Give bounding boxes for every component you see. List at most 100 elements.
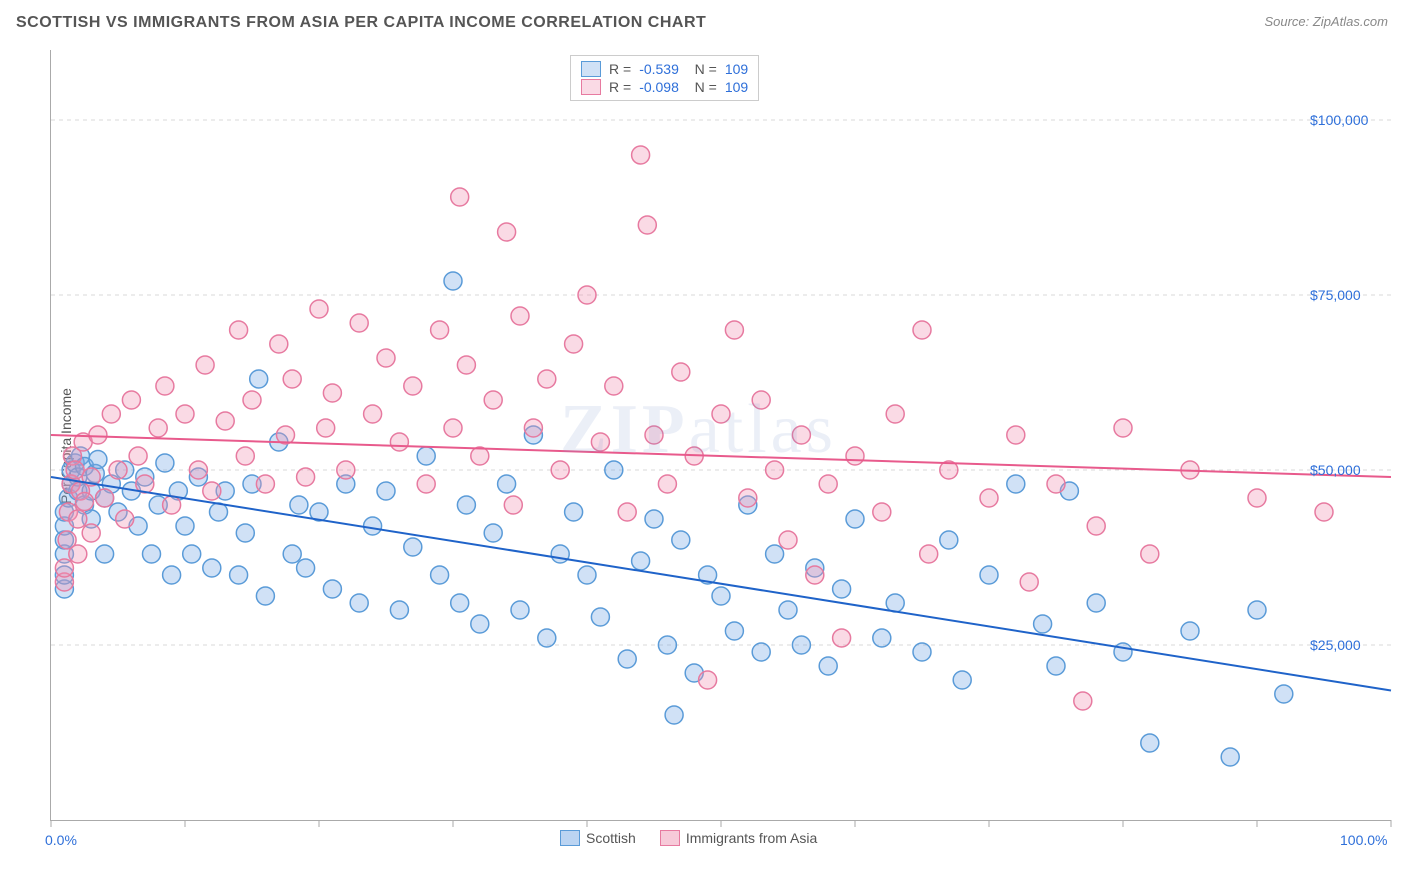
trend-line <box>51 477 1391 691</box>
data-point <box>163 496 181 514</box>
data-point <box>1007 426 1025 444</box>
data-point <box>484 391 502 409</box>
data-point <box>591 608 609 626</box>
data-point <box>404 377 422 395</box>
stat-r-value: -0.539 <box>639 61 679 77</box>
data-point <box>980 566 998 584</box>
data-point <box>89 426 107 444</box>
data-point <box>350 594 368 612</box>
data-point <box>980 489 998 507</box>
data-point <box>538 370 556 388</box>
data-point <box>792 426 810 444</box>
source-label: Source: <box>1264 14 1312 29</box>
data-point <box>66 461 84 479</box>
stat-r-label: R = <box>609 61 631 77</box>
data-point <box>96 489 114 507</box>
data-point <box>102 405 120 423</box>
y-tick-label: $100,000 <box>1310 112 1368 128</box>
data-point <box>55 559 73 577</box>
data-point <box>457 356 475 374</box>
series-swatch <box>581 79 601 95</box>
data-point <box>451 188 469 206</box>
data-point <box>256 587 274 605</box>
stat-n-value: 109 <box>725 79 748 95</box>
stat-n-label: N = <box>687 61 717 77</box>
data-point <box>116 510 134 528</box>
data-point <box>1007 475 1025 493</box>
chart-title: SCOTTISH VS IMMIGRANTS FROM ASIA PER CAP… <box>16 14 706 32</box>
data-point <box>511 601 529 619</box>
data-point <box>149 419 167 437</box>
data-point <box>886 594 904 612</box>
data-point <box>283 545 301 563</box>
data-point <box>1114 419 1132 437</box>
data-point <box>1047 657 1065 675</box>
data-point <box>578 286 596 304</box>
stat-n-value: 109 <box>725 61 748 77</box>
data-point <box>752 643 770 661</box>
data-point <box>779 531 797 549</box>
data-point <box>766 545 784 563</box>
data-point <box>431 566 449 584</box>
data-point <box>873 629 891 647</box>
data-point <box>163 566 181 584</box>
data-point <box>645 426 663 444</box>
stat-r-value: -0.098 <box>639 79 679 95</box>
data-point <box>618 650 636 668</box>
data-point <box>665 706 683 724</box>
data-point <box>779 601 797 619</box>
data-point <box>1248 601 1266 619</box>
data-point <box>417 447 435 465</box>
data-point <box>230 321 248 339</box>
y-tick-label: $50,000 <box>1310 462 1361 478</box>
data-point <box>1087 517 1105 535</box>
data-point <box>1034 615 1052 633</box>
data-point <box>290 496 308 514</box>
data-point <box>417 475 435 493</box>
data-point <box>377 482 395 500</box>
data-point <box>176 517 194 535</box>
data-point <box>89 451 107 469</box>
data-point <box>444 272 462 290</box>
data-point <box>350 314 368 332</box>
data-point <box>1047 475 1065 493</box>
data-point <box>1315 503 1333 521</box>
legend-label: Immigrants from Asia <box>686 830 817 846</box>
data-point <box>297 468 315 486</box>
data-point <box>76 493 94 511</box>
data-point <box>364 405 382 423</box>
data-point <box>1221 748 1239 766</box>
data-point <box>920 545 938 563</box>
data-point <box>658 475 676 493</box>
data-point <box>645 510 663 528</box>
data-point <box>444 419 462 437</box>
data-point <box>457 496 475 514</box>
y-tick-label: $75,000 <box>1310 287 1361 303</box>
data-point <box>323 384 341 402</box>
data-point <box>1181 622 1199 640</box>
data-point <box>317 419 335 437</box>
data-point <box>364 517 382 535</box>
data-point <box>672 531 690 549</box>
data-point <box>471 615 489 633</box>
data-point <box>913 321 931 339</box>
data-point <box>390 601 408 619</box>
data-point <box>176 405 194 423</box>
stat-r-label: R = <box>609 79 631 95</box>
data-point <box>833 580 851 598</box>
data-point <box>551 461 569 479</box>
data-point <box>156 377 174 395</box>
data-point <box>216 412 234 430</box>
data-point <box>953 671 971 689</box>
data-point <box>236 447 254 465</box>
data-point <box>1141 545 1159 563</box>
y-tick-label: $25,000 <box>1310 637 1361 653</box>
data-point <box>256 475 274 493</box>
data-point <box>792 636 810 654</box>
data-point <box>69 510 87 528</box>
data-point <box>236 524 254 542</box>
data-point <box>913 643 931 661</box>
stat-n-label: N = <box>687 79 717 95</box>
data-point <box>82 524 100 542</box>
x-tick-label: 0.0% <box>45 832 77 848</box>
